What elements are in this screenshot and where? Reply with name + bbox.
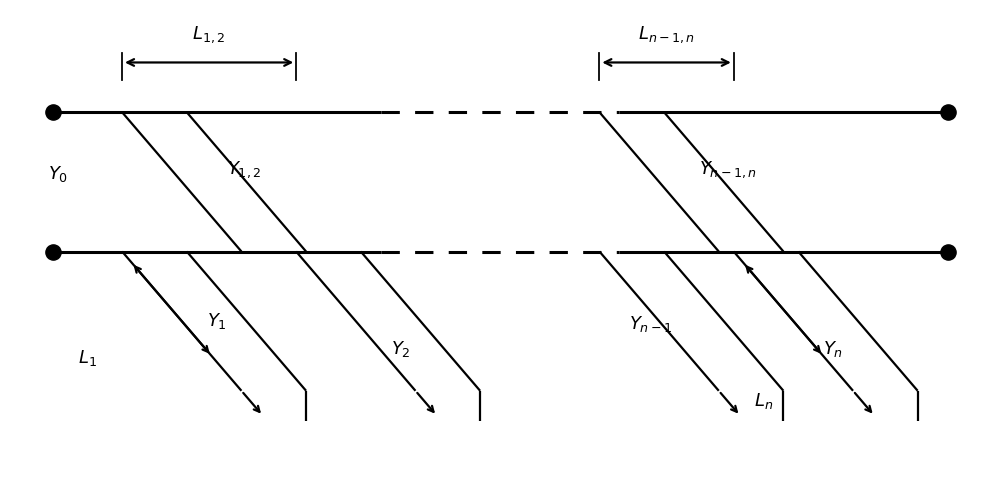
- Text: $Y_{n-1}$: $Y_{n-1}$: [629, 314, 673, 333]
- Text: $L_{1,2}$: $L_{1,2}$: [192, 25, 225, 45]
- Text: $Y_{n-1,n}$: $Y_{n-1,n}$: [699, 159, 757, 180]
- Text: $Y_n$: $Y_n$: [823, 339, 843, 359]
- Text: $Y_0$: $Y_0$: [48, 164, 68, 185]
- Point: [45, 247, 61, 256]
- Point: [940, 108, 956, 116]
- Text: $Y_2$: $Y_2$: [391, 339, 410, 359]
- Text: $Y_{1,2}$: $Y_{1,2}$: [227, 159, 261, 180]
- Text: $Y_1$: $Y_1$: [207, 311, 227, 331]
- Point: [940, 247, 956, 256]
- Text: $L_n$: $L_n$: [754, 391, 773, 411]
- Text: $L_1$: $L_1$: [78, 349, 97, 369]
- Text: $L_{n-1,n}$: $L_{n-1,n}$: [638, 25, 695, 45]
- Point: [45, 108, 61, 116]
